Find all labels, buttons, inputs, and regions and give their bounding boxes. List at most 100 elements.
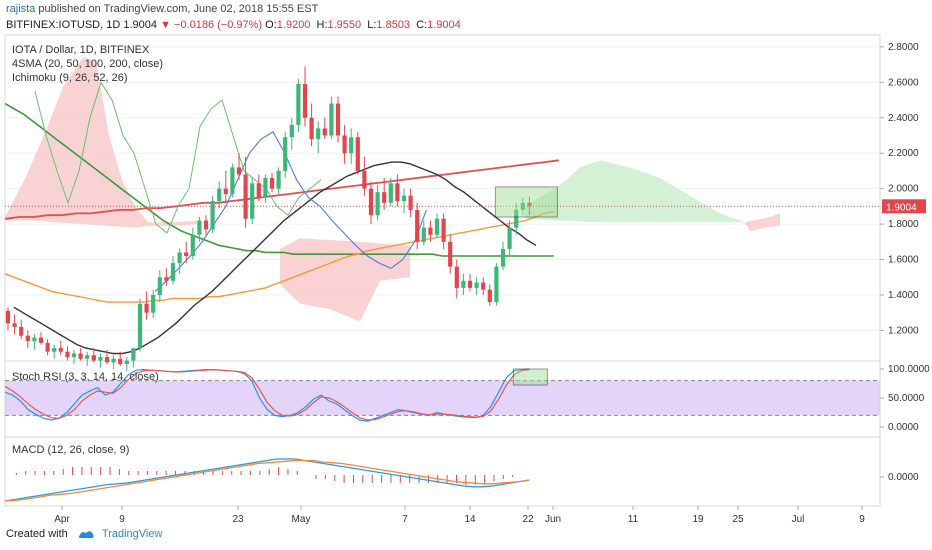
candle — [454, 266, 459, 288]
candle — [494, 266, 499, 303]
candle — [25, 335, 30, 342]
candle — [309, 117, 314, 140]
x-tick-label: 19 — [692, 514, 704, 524]
candle — [203, 220, 209, 230]
candle — [45, 342, 50, 352]
price-change: ▼ −0.0186 (−0.97%) — [160, 19, 263, 31]
candle — [355, 137, 360, 171]
x-tick-label: 14 — [464, 514, 476, 524]
candle — [335, 103, 341, 136]
chart-canvas[interactable]: 2.8000 2.6000 2.4000 2.2000 2.0000 1.8000 1.60… — [0, 34, 932, 524]
candle — [256, 183, 261, 198]
candle — [316, 128, 321, 140]
sma200-line — [4, 159, 559, 220]
candle — [144, 303, 149, 313]
candle — [118, 358, 123, 365]
sma20-line — [13, 161, 537, 355]
ichimoku-cloud-bear-mid — [280, 238, 410, 322]
close-value: 1.9004 — [427, 19, 461, 31]
candle — [421, 227, 426, 242]
candle — [329, 103, 334, 136]
low-label: L: — [367, 19, 377, 31]
candle — [467, 280, 473, 288]
candle — [448, 241, 453, 267]
candle — [137, 303, 143, 349]
stoch-overbought-band — [5, 380, 880, 416]
sma100-line — [4, 102, 554, 257]
y-tick-label: 1.2000 — [888, 325, 919, 336]
footer: Created with TradingView — [6, 528, 162, 540]
candle — [368, 188, 374, 216]
candle — [197, 220, 202, 235]
stoch-rsi-legend[interactable]: Stoch RSI (3, 3, 14, 14, close) — [12, 371, 159, 383]
chikou-line — [34, 81, 322, 234]
tradingview-brand[interactable]: TradingView — [101, 528, 163, 540]
x-tick-label: Jun — [545, 514, 561, 524]
x-tick-label: May — [292, 514, 311, 524]
annotation-box-stoch — [512, 368, 548, 386]
candle — [276, 170, 281, 189]
candle — [157, 277, 162, 295]
candle — [5, 310, 11, 324]
candle — [71, 353, 77, 357]
y-tick-label: 2.8000 — [888, 42, 919, 53]
candle — [289, 124, 294, 138]
last-price-label: 1.9004 — [886, 202, 917, 213]
candle — [19, 326, 24, 336]
candle — [124, 360, 129, 365]
macd-tick-label: 0.0000 — [888, 472, 919, 483]
tradingview-logo-icon — [78, 531, 94, 539]
candle — [78, 353, 83, 359]
x-tick-label: Apr — [54, 514, 70, 524]
open-value: 1.9200 — [276, 19, 311, 31]
y-tick-label: 2.0000 — [888, 184, 919, 195]
candle — [250, 183, 255, 219]
x-tick-label: 11 — [628, 514, 639, 524]
candle — [401, 195, 407, 202]
candle — [375, 192, 380, 216]
y-tick-label: 1.8000 — [888, 219, 919, 230]
candle — [322, 128, 327, 136]
stoch-d-line — [4, 368, 530, 421]
candle — [388, 183, 393, 203]
candle — [481, 282, 486, 290]
candle — [382, 192, 387, 203]
stoch-tick-label: 50.0000 — [888, 393, 925, 404]
candle — [302, 84, 308, 118]
open-label: O: — [265, 19, 277, 31]
publish-header: rajista published on TradingView.com, Ju… — [6, 3, 318, 15]
candle — [223, 188, 228, 194]
ichimoku-cloud-bear — [5, 57, 200, 228]
candle — [98, 357, 103, 361]
candle — [527, 202, 532, 207]
candle — [85, 355, 90, 359]
macd-legend[interactable]: MACD (12, 26, close, 9) — [12, 444, 130, 456]
close-label: C: — [416, 19, 428, 31]
low-value: 1.8503 — [376, 19, 411, 31]
x-tick-label: 9 — [119, 514, 125, 524]
x-tick-label: Jul — [792, 514, 805, 524]
candle — [441, 218, 446, 242]
y-tick-label: 1.6000 — [888, 255, 919, 266]
main-pane-frame — [4, 34, 881, 362]
macd-signal-line — [4, 459, 530, 502]
symbol-header: BITFINEX:IOTUSD, 1D 1.9004 ▼ −0.0186 (−0… — [6, 19, 464, 31]
candle — [428, 227, 433, 235]
candle — [32, 337, 37, 342]
main-legend-title: IOTA / Dollar, 1D, BITFINEX — [12, 44, 150, 56]
candle — [230, 167, 235, 194]
candle — [362, 170, 367, 189]
author-name[interactable]: rajista — [6, 3, 36, 15]
sma-legend[interactable]: 4SMA (20, 50, 100, 200, close) — [12, 58, 164, 70]
y-tick-label: 1.4000 — [888, 290, 919, 301]
candle — [52, 348, 57, 352]
ichimoku-legend[interactable]: Ichimoku (9, 26, 52, 26) — [12, 72, 128, 84]
stoch-tick-label: 100.0000 — [888, 364, 930, 375]
candle — [177, 252, 182, 264]
ichimoku-cloud-bull — [525, 160, 745, 223]
candle — [236, 167, 242, 175]
candle — [190, 234, 195, 256]
y-tick-label: 2.4000 — [888, 113, 919, 124]
created-with-label: Created with — [6, 528, 68, 540]
ichimoku-cloud-bear-right — [745, 213, 780, 232]
